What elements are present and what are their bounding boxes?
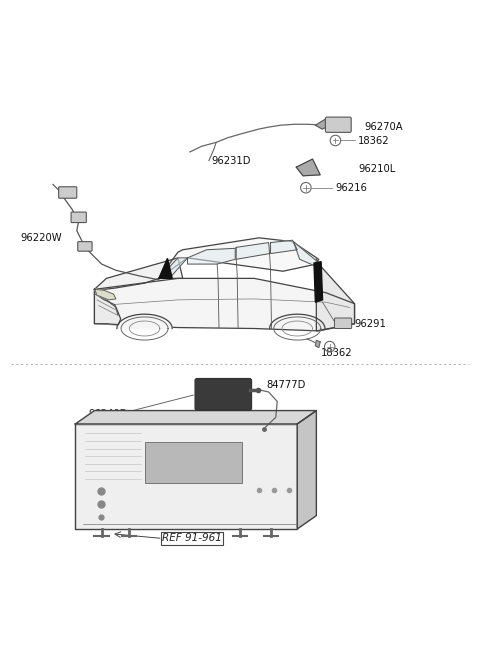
Text: 18362: 18362 xyxy=(359,137,390,147)
Polygon shape xyxy=(297,411,316,529)
Text: 96216: 96216 xyxy=(336,183,367,193)
Polygon shape xyxy=(315,120,328,129)
Polygon shape xyxy=(236,242,270,260)
Text: 96220W: 96220W xyxy=(21,233,62,243)
FancyBboxPatch shape xyxy=(71,212,86,223)
Polygon shape xyxy=(159,258,188,279)
Text: 84777D: 84777D xyxy=(266,380,306,390)
Polygon shape xyxy=(314,261,323,302)
Polygon shape xyxy=(159,258,172,279)
Text: 18362: 18362 xyxy=(321,348,353,358)
Polygon shape xyxy=(95,258,183,290)
Text: 96270A: 96270A xyxy=(364,122,403,132)
FancyBboxPatch shape xyxy=(325,117,351,132)
Polygon shape xyxy=(296,159,320,176)
FancyBboxPatch shape xyxy=(195,378,252,410)
FancyBboxPatch shape xyxy=(59,187,77,198)
Polygon shape xyxy=(271,240,297,254)
Polygon shape xyxy=(315,340,320,348)
Polygon shape xyxy=(75,424,297,529)
FancyBboxPatch shape xyxy=(335,318,352,328)
Polygon shape xyxy=(95,289,120,325)
Text: 96240D: 96240D xyxy=(88,409,128,419)
Polygon shape xyxy=(95,289,116,300)
Polygon shape xyxy=(188,248,235,264)
Polygon shape xyxy=(159,238,319,279)
Text: 96231D: 96231D xyxy=(211,156,251,166)
Bar xyxy=(144,442,242,483)
Polygon shape xyxy=(117,314,172,328)
Text: 96210L: 96210L xyxy=(359,164,396,173)
Polygon shape xyxy=(293,242,316,267)
Text: 96291: 96291 xyxy=(355,319,386,328)
Polygon shape xyxy=(316,260,355,331)
Text: REF 91-961: REF 91-961 xyxy=(162,533,222,543)
Polygon shape xyxy=(75,411,316,424)
Polygon shape xyxy=(95,279,355,331)
FancyBboxPatch shape xyxy=(78,242,92,251)
